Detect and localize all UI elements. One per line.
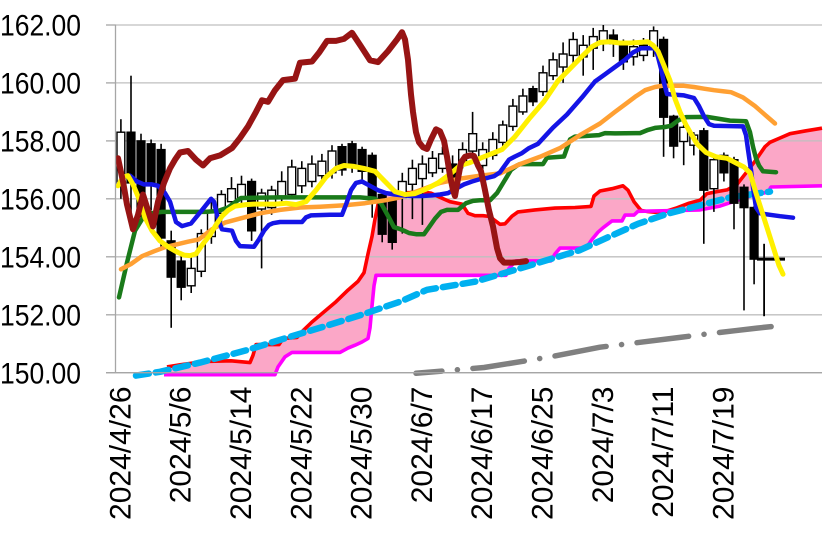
svg-text:158.00: 158.00 xyxy=(0,126,81,159)
svg-text:2024/4/26: 2024/4/26 xyxy=(104,387,137,520)
svg-text:2024/7/19: 2024/7/19 xyxy=(707,387,740,520)
svg-text:2024/6/7: 2024/6/7 xyxy=(406,387,439,504)
svg-text:2024/5/30: 2024/5/30 xyxy=(346,387,379,520)
svg-text:152.00: 152.00 xyxy=(0,299,81,332)
svg-text:2024/5/14: 2024/5/14 xyxy=(225,387,258,520)
svg-text:2024/7/11: 2024/7/11 xyxy=(647,387,680,518)
svg-text:156.00: 156.00 xyxy=(0,184,81,217)
svg-text:2024/5/6: 2024/5/6 xyxy=(165,387,198,504)
svg-text:160.00: 160.00 xyxy=(0,68,81,101)
svg-text:2024/5/22: 2024/5/22 xyxy=(285,387,318,520)
svg-text:2024/6/25: 2024/6/25 xyxy=(527,387,560,520)
svg-text:154.00: 154.00 xyxy=(0,242,81,275)
svg-text:162.00: 162.00 xyxy=(0,10,81,43)
svg-text:2024/7/3: 2024/7/3 xyxy=(587,387,620,504)
svg-text:2024/6/17: 2024/6/17 xyxy=(466,387,499,520)
svg-text:150.00: 150.00 xyxy=(0,357,81,390)
